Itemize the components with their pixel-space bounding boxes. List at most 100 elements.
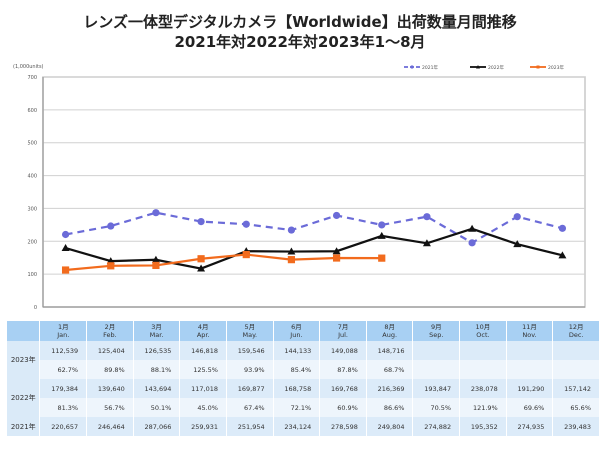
line-chart: 0 100 200 300 400 500 600 700 2021年 2022年 2023年	[27, 64, 586, 311]
yoy-percent: 87.8%	[319, 360, 367, 379]
shipment-value: 126,535	[133, 341, 181, 360]
shipment-value: 112,539	[39, 341, 88, 360]
data-point-2023	[152, 261, 160, 270]
yoy-percent: 56.7%	[86, 398, 134, 417]
shipment-value: 234,124	[273, 417, 321, 436]
data-point-2021	[242, 220, 250, 228]
yoy-percent	[459, 360, 507, 379]
month-en: Dec.	[568, 331, 584, 339]
data-point-2022	[61, 244, 70, 252]
month-jp: 12月	[568, 323, 584, 331]
y-tick-label: 600	[27, 108, 37, 114]
chart-title: レンズ一体型デジタルカメラ【Worldwide】出荷数量月間推移	[83, 13, 517, 31]
data-point-2023	[332, 254, 341, 262]
month-en: Jan.	[57, 331, 70, 339]
data-point-2022	[513, 240, 522, 248]
shipment-value: 179,384	[39, 379, 88, 398]
row-year-label: 2022年	[7, 379, 41, 417]
yoy-percent: 67.4%	[226, 398, 274, 417]
yoy-percent: 60.9%	[319, 398, 367, 417]
data-point-2023	[107, 262, 115, 270]
month-jp: 5月	[244, 323, 256, 331]
shipment-value: 159,546	[226, 341, 274, 360]
yoy-percent: 89.8%	[86, 360, 134, 379]
month-jp: 8月	[384, 323, 395, 331]
shipment-value: 157,142	[552, 379, 600, 398]
data-point-2022	[422, 239, 431, 247]
yoy-percent: 81.3%	[39, 398, 88, 417]
data-point-2023	[378, 254, 386, 262]
month-header: 4月 Apr.	[179, 321, 227, 341]
month-header: 8月 Aug.	[366, 321, 414, 341]
month-header: 10月 Oct.	[459, 321, 507, 341]
shipment-value: 287,066	[133, 417, 181, 436]
shipment-value: 251,954	[226, 417, 274, 436]
data-point-2021	[423, 213, 431, 221]
month-en: Mar.	[149, 331, 164, 339]
month-en: Oct.	[476, 331, 490, 339]
yoy-percent: 65.6%	[552, 398, 600, 417]
series-line-2023	[65, 253, 382, 272]
month-jp: 3月	[151, 323, 162, 331]
month-en: May.	[242, 331, 258, 339]
month-en: Nov.	[522, 331, 537, 339]
y-tick-label: 500	[27, 141, 37, 147]
yoy-percent	[506, 360, 554, 379]
row-year-label: 2023年	[7, 341, 41, 379]
yoy-percent: 72.1%	[273, 398, 321, 417]
data-point-2022	[558, 251, 567, 259]
shipment-value: 144,133	[273, 341, 321, 360]
month-en: Sep.	[429, 331, 444, 339]
yoy-percent	[412, 360, 461, 379]
table-row: 2023年 112,539 125,404 126,535 146,818 159,546…	[7, 341, 600, 379]
data-point-2023	[197, 255, 205, 263]
yoy-percent: 86.6%	[366, 398, 414, 417]
yoy-percent: 69.6%	[506, 398, 554, 417]
series-line-2021	[65, 211, 563, 245]
table-row: 2021年 220,657 246,464 287,066 259,931 251,954…	[7, 417, 600, 436]
data-point-2021	[468, 239, 476, 247]
data-point-2022	[377, 231, 386, 239]
data-point-2021	[558, 224, 567, 232]
month-header: 12月 Dec.	[552, 321, 600, 341]
legend-marker-2021	[410, 65, 414, 69]
shipment-value: 274,935	[506, 417, 554, 436]
month-header: 11月 Nov.	[506, 321, 554, 341]
y-axis-unit-label: (1,000units)	[13, 64, 44, 70]
legend-marker-2023	[536, 65, 540, 69]
data-point-2023	[61, 266, 70, 274]
yoy-percent	[552, 360, 600, 379]
series-line-2022	[65, 227, 563, 270]
month-header: 5月 May.	[226, 321, 274, 341]
shipment-value: 195,352	[459, 417, 507, 436]
yoy-percent: 62.7%	[39, 360, 88, 379]
shipment-value	[506, 341, 554, 360]
shipment-value: 143,694	[133, 379, 181, 398]
legend-marker-2022	[476, 65, 480, 69]
month-jp: 4月	[197, 323, 209, 331]
month-header: 7月 Jul.	[319, 321, 367, 341]
yoy-percent: 88.1%	[133, 360, 181, 379]
shipment-value: 216,369	[366, 379, 414, 398]
chart-subtitle: 2021年対2022年対2023年1～8月	[174, 33, 426, 51]
month-header: 1月 Jan.	[39, 321, 88, 341]
shipment-value: 238,078	[459, 379, 507, 398]
data-point-2021	[61, 230, 70, 239]
data-point-2021	[378, 221, 386, 229]
legend-label-2022: 2022年	[488, 64, 504, 71]
data-point-2022	[197, 264, 206, 272]
data-point-2021	[152, 209, 160, 217]
data-point-2021	[287, 226, 296, 234]
table-header-row: 1月 Jan. 2月 Feb. 3月 Mar. 4月 Apr. 5月 May. 6月 Jun. 7月 Ju…	[7, 321, 600, 341]
shipment-value: 246,464	[86, 417, 134, 436]
month-header: 6月 Jun.	[273, 321, 321, 341]
yoy-percent: 45.0%	[179, 398, 227, 417]
month-jp: 6月	[291, 323, 302, 331]
shipment-value	[459, 341, 507, 360]
shipment-value: 169,768	[319, 379, 367, 398]
data-point-2022	[332, 247, 341, 255]
shipment-value: 146,818	[179, 341, 227, 360]
plot-area	[42, 76, 586, 308]
data-point-2023	[287, 256, 296, 264]
y-tick-label: 300	[27, 206, 37, 212]
